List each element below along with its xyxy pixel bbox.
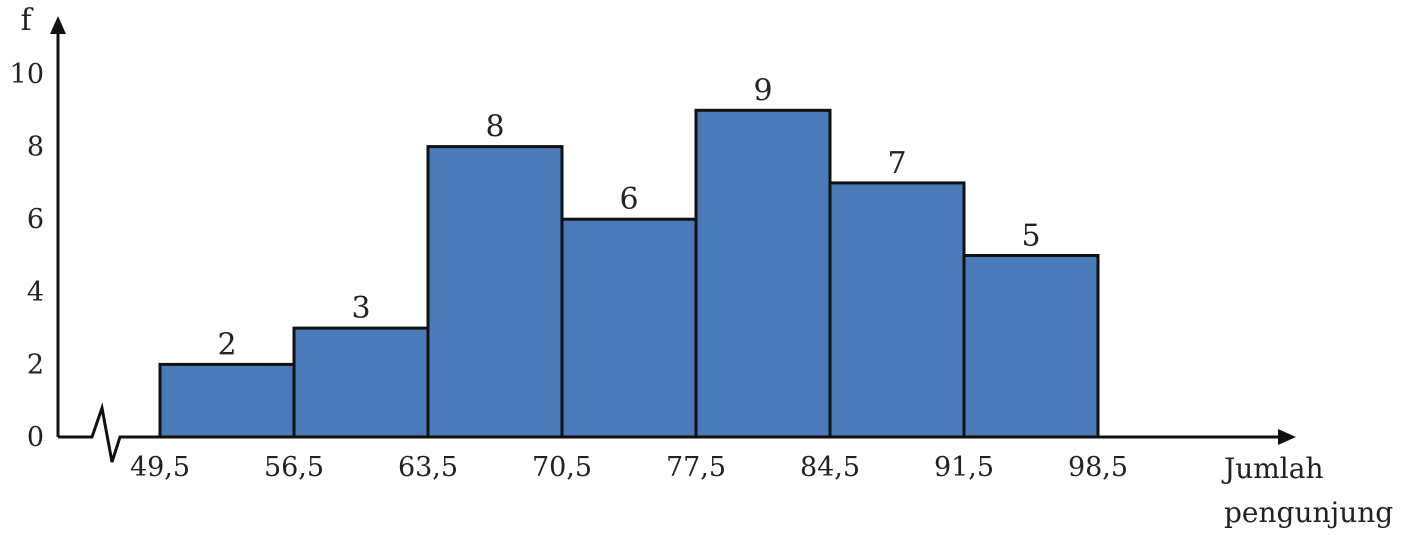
y-tick-label: 4: [27, 277, 44, 308]
x-tick-label: 56,5: [264, 452, 324, 483]
x-axis-arrow-icon: [1278, 429, 1296, 445]
bar-value-label: 8: [485, 110, 504, 145]
bar-value-label: 9: [753, 73, 772, 108]
y-axis-arrow-icon: [50, 16, 66, 34]
histogram-bar: [426, 145, 564, 439]
y-tick-label: 8: [27, 132, 44, 163]
x-tick-label: 63,5: [398, 452, 458, 483]
y-tick-label: 0: [27, 422, 44, 453]
x-tick-label: 70,5: [532, 452, 592, 483]
x-axis-label-line: Jumlah: [1221, 452, 1324, 485]
axes-layer: [50, 16, 1296, 463]
histogram-bar: [560, 217, 698, 439]
histogram-bar: [158, 362, 296, 439]
x-tick-label: 91,5: [934, 452, 994, 483]
y-tick-label: 6: [27, 204, 44, 235]
histogram-bar: [292, 326, 430, 439]
bar-value-label: 7: [887, 146, 906, 181]
labels-layer: 2 3 8 6 9 7 5 0 2 4 6 8 10 f 49,5 56,5 63,5 70,5 77,5 84,5 9…: [10, 3, 1394, 529]
x-tick-label: 49,5: [130, 452, 190, 483]
bar-value-label: 6: [619, 182, 638, 217]
x-tick-label: 98,5: [1068, 452, 1128, 483]
histogram-bar: [694, 108, 832, 439]
histogram-bar: [828, 181, 966, 439]
bars-layer: [158, 108, 1100, 439]
histogram-bar: [962, 254, 1100, 439]
x-tick-label: 84,5: [800, 452, 860, 483]
bar-value-label: 3: [351, 291, 370, 326]
y-axis-label: f: [20, 3, 33, 38]
y-tick-label: 2: [27, 349, 44, 380]
bar-value-label: 5: [1021, 219, 1040, 254]
y-tick-label: 10: [10, 59, 44, 90]
x-axis-label-line: pengunjung: [1224, 496, 1393, 529]
x-tick-label: 77,5: [666, 452, 726, 483]
x-axis-line: [58, 402, 1280, 463]
bar-value-label: 2: [217, 327, 236, 362]
